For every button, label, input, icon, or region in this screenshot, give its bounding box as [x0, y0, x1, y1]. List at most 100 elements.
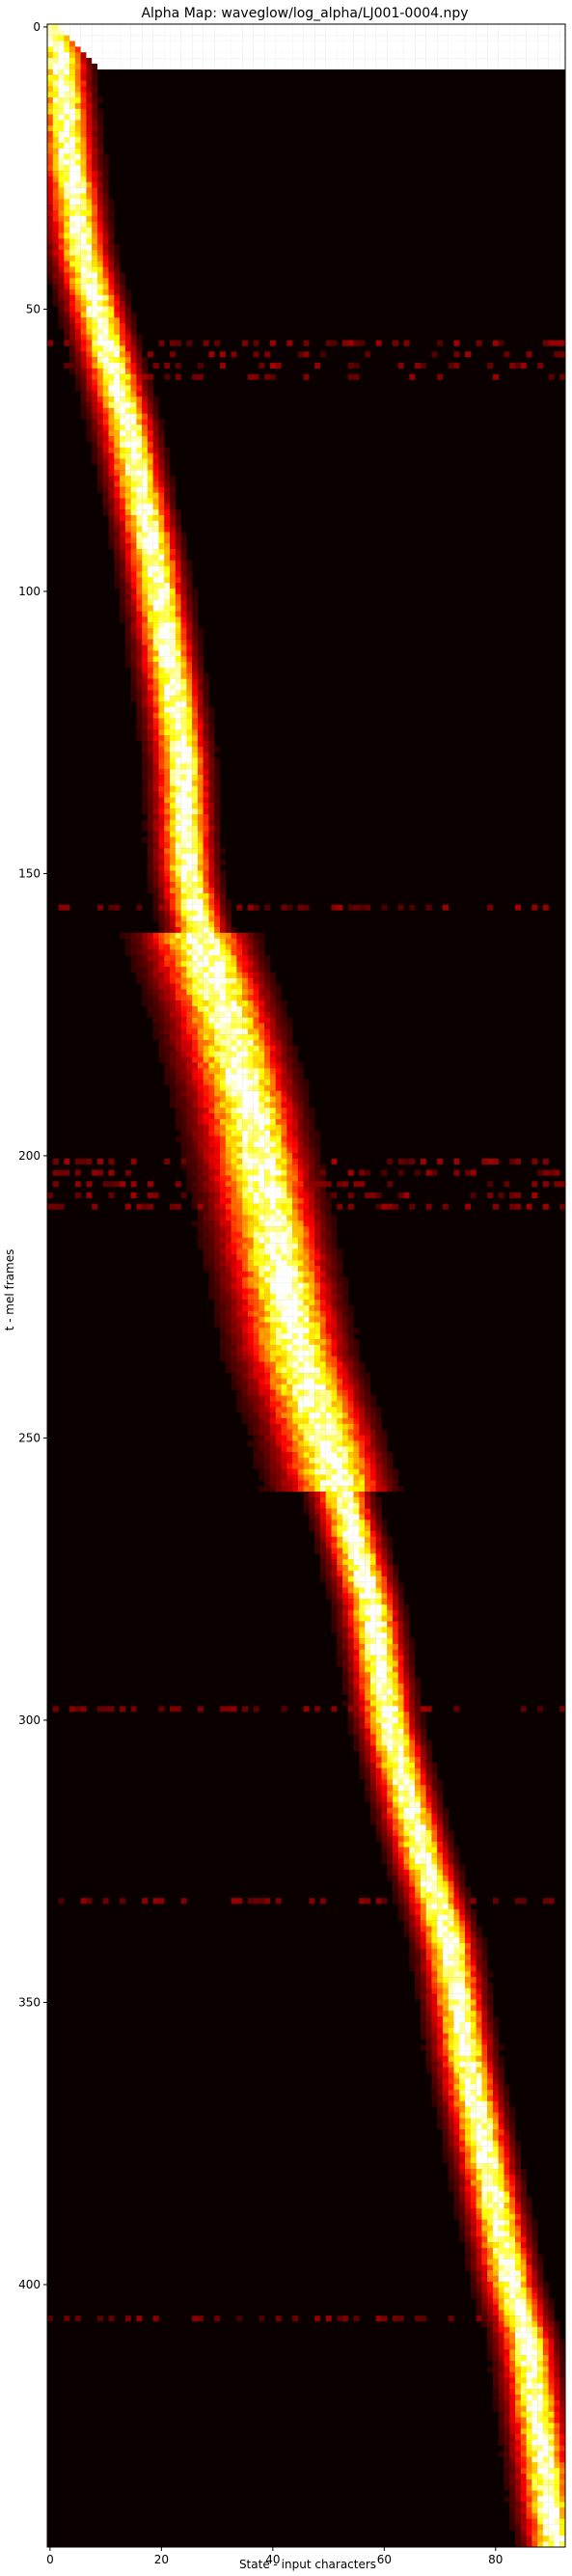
- heatmap-cell: [203, 1169, 209, 1176]
- heatmap-cell: [136, 492, 143, 499]
- heatmap-cell: [314, 1322, 321, 1329]
- heatmap-cell: [86, 58, 93, 65]
- heatmap-cell: [80, 328, 87, 335]
- heatmap-cell: [281, 1017, 287, 1024]
- heatmap-cell: [264, 1356, 271, 1362]
- heatmap-cell: [180, 966, 187, 973]
- heatmap-cell: [186, 859, 193, 865]
- heatmap-cell: [314, 1197, 321, 1204]
- heatmap-cell: [203, 757, 209, 764]
- heatmap-cell: [309, 1124, 315, 1131]
- heatmap-cell: [64, 52, 70, 59]
- heatmap-cell: [58, 176, 65, 183]
- heatmap-cell: [175, 633, 181, 640]
- heatmap-cell: [64, 97, 70, 104]
- heatmap-cell: [175, 549, 181, 556]
- heatmap-cell: [147, 819, 153, 826]
- heatmap-cell: [498, 35, 504, 41]
- heatmap-cell: [136, 413, 143, 420]
- heatmap-cell: [554, 351, 560, 358]
- heatmap-cell: [96, 266, 103, 273]
- heatmap-cell: [442, 63, 449, 70]
- heatmap-cell: [152, 397, 159, 403]
- heatmap-cell: [164, 611, 171, 617]
- heatmap-cell: [124, 1169, 131, 1176]
- heatmap-cell: [58, 97, 65, 104]
- heatmap-cell: [203, 916, 209, 922]
- heatmap-cell: [225, 1356, 232, 1362]
- heatmap-cell: [147, 419, 153, 425]
- heatmap-cell: [52, 284, 59, 290]
- heatmap-cell: [130, 357, 137, 364]
- heatmap-cell: [281, 1339, 287, 1346]
- heatmap-cell: [136, 690, 143, 697]
- heatmap-cell: [102, 407, 109, 414]
- heatmap-cell: [253, 1373, 259, 1380]
- heatmap-cell: [175, 526, 181, 533]
- heatmap-cell: [236, 1192, 243, 1199]
- heatmap-cell: [381, 63, 388, 70]
- heatmap-cell: [170, 780, 177, 786]
- heatmap-cell: [158, 791, 165, 798]
- heatmap-cell: [175, 876, 181, 883]
- heatmap-cell: [130, 690, 137, 697]
- heatmap-cell: [203, 927, 209, 934]
- heatmap-cell: [102, 351, 109, 358]
- heatmap-cell: [409, 41, 416, 47]
- heatmap-cell: [420, 41, 426, 47]
- heatmap-cell: [281, 1282, 287, 1289]
- heatmap-cell: [275, 35, 282, 41]
- heatmap-cell: [120, 476, 126, 482]
- heatmap-cell: [52, 74, 59, 81]
- heatmap-cell: [269, 1023, 276, 1029]
- heatmap-cell: [52, 1203, 59, 1210]
- heatmap-cell: [175, 955, 181, 962]
- heatmap-cell: [269, 1017, 276, 1024]
- heatmap-cell: [64, 244, 70, 251]
- heatmap-cell: [142, 458, 149, 465]
- heatmap-cell: [208, 1062, 215, 1069]
- heatmap-cell: [86, 328, 93, 335]
- heatmap-cell: [114, 504, 121, 510]
- heatmap-cell: [281, 1113, 287, 1120]
- heatmap-cell: [303, 1209, 310, 1216]
- heatmap-cell: [504, 1181, 510, 1188]
- heatmap-cell: [175, 1090, 181, 1097]
- heatmap-cell: [108, 199, 115, 206]
- heatmap-cell: [92, 52, 98, 59]
- heatmap-cell: [303, 1271, 310, 1277]
- heatmap-cell: [96, 24, 103, 31]
- heatmap-cell: [120, 498, 126, 505]
- heatmap-cell: [269, 1028, 276, 1035]
- heatmap-cell: [208, 1068, 215, 1075]
- heatmap-cell: [170, 549, 177, 556]
- heatmap-cell: [393, 41, 398, 47]
- heatmap-cell: [86, 306, 93, 313]
- heatmap-cell: [220, 1096, 226, 1103]
- heatmap-cell: [152, 464, 159, 471]
- heatmap-cell: [208, 1158, 215, 1165]
- heatmap-cell: [64, 250, 70, 257]
- heatmap-cell: [158, 549, 165, 556]
- heatmap-cell: [136, 46, 143, 53]
- heatmap-cell: [120, 509, 126, 516]
- heatmap-cell: [69, 255, 76, 261]
- heatmap-cell: [64, 176, 70, 183]
- heatmap-cell: [242, 1356, 249, 1362]
- heatmap-cell: [147, 373, 153, 380]
- heatmap-cell: [120, 334, 126, 341]
- heatmap-cell: [253, 1248, 259, 1255]
- heatmap-cell: [170, 1096, 177, 1103]
- heatmap-cell: [74, 205, 81, 211]
- heatmap-cell: [92, 407, 98, 414]
- heatmap-cell: [225, 1367, 232, 1374]
- heatmap-cell: [114, 41, 121, 47]
- heatmap-cell: [369, 41, 376, 47]
- heatmap-cell: [275, 1243, 282, 1249]
- heatmap-cell: [102, 452, 109, 459]
- heatmap-cell: [147, 706, 153, 713]
- heatmap-cell: [142, 486, 149, 493]
- heatmap-cell: [297, 1282, 304, 1289]
- heatmap-cell: [331, 1304, 338, 1312]
- heatmap-cell: [247, 1108, 254, 1114]
